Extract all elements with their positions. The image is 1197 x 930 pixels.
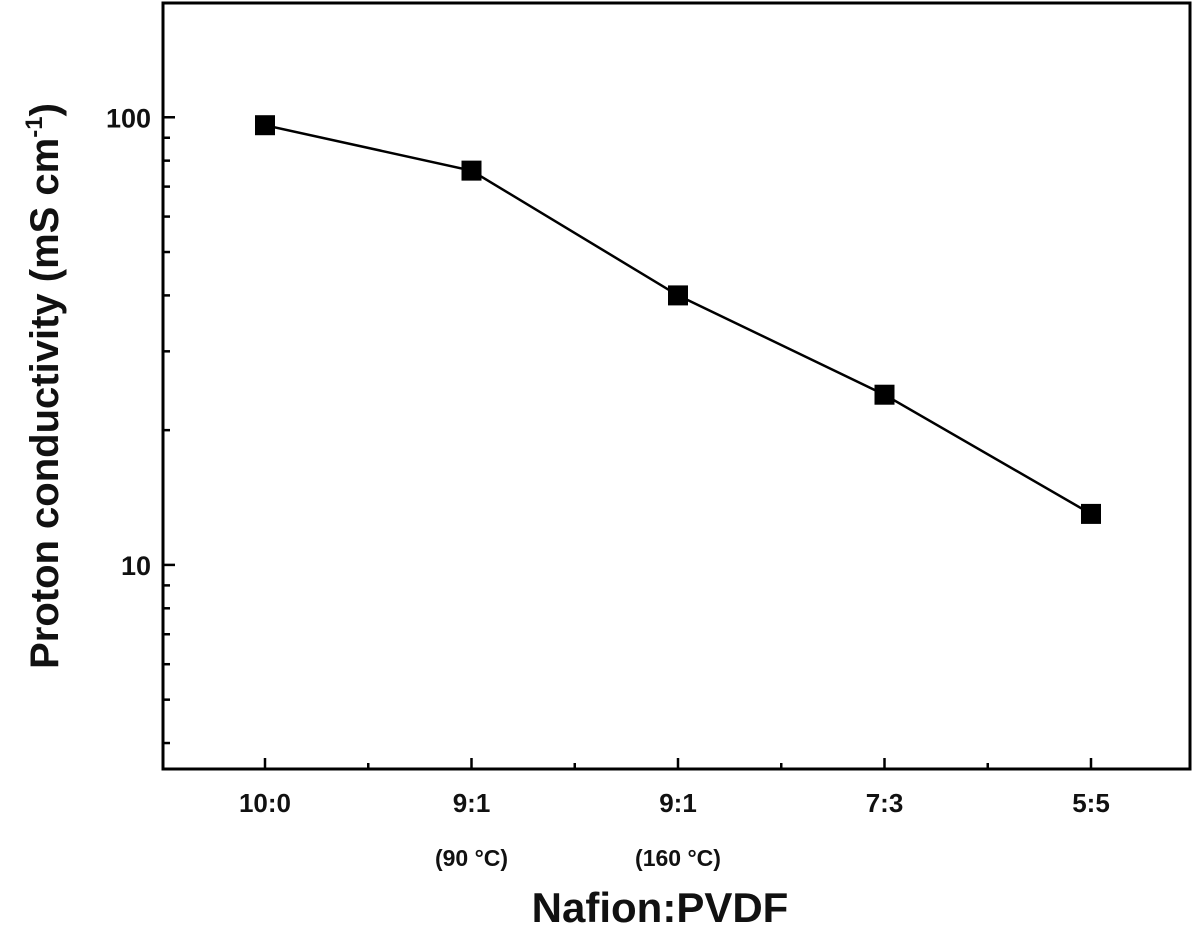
y-axis-ticks: 10 100: [106, 103, 175, 745]
y-tick-label: 10: [121, 551, 151, 581]
x-axis-title: Nafion:PVDF: [532, 884, 789, 930]
data-point-marker: [461, 160, 482, 181]
x-category-label: 10:0: [239, 788, 291, 818]
x-axis-ticks: [263, 758, 1093, 769]
y-axis-title: Proton conductivity (mS cm-1): [21, 103, 67, 669]
x-category-sublabel: (90 °C): [435, 845, 508, 871]
x-category-label: 5:5: [1072, 788, 1110, 818]
data-point-marker: [255, 115, 275, 136]
y-axis-title-sup: -1: [21, 116, 48, 137]
data-point-marker: [1081, 503, 1101, 524]
x-tick-labels: 10:0 9:1 (90 °C) 9:1 (160 °C) 7:3 5:5: [239, 788, 1110, 871]
series-line-group: [264, 123, 1092, 515]
data-markers: [255, 115, 1101, 524]
y-tick-label: 100: [106, 103, 151, 133]
y-axis-title-close: ): [23, 103, 67, 116]
data-point-marker: [668, 285, 688, 306]
y-axis-title-main: Proton conductivity (mS cm: [23, 138, 67, 669]
plot-frame: [161, 1, 1192, 771]
x-category-label: 9:1: [659, 788, 697, 818]
x-category-sublabel: (160 °C): [635, 845, 721, 871]
data-point-marker: [874, 384, 895, 405]
x-category-label: 7:3: [866, 788, 904, 818]
series-line: [264, 123, 1092, 515]
x-category-label: 9:1: [453, 788, 491, 818]
